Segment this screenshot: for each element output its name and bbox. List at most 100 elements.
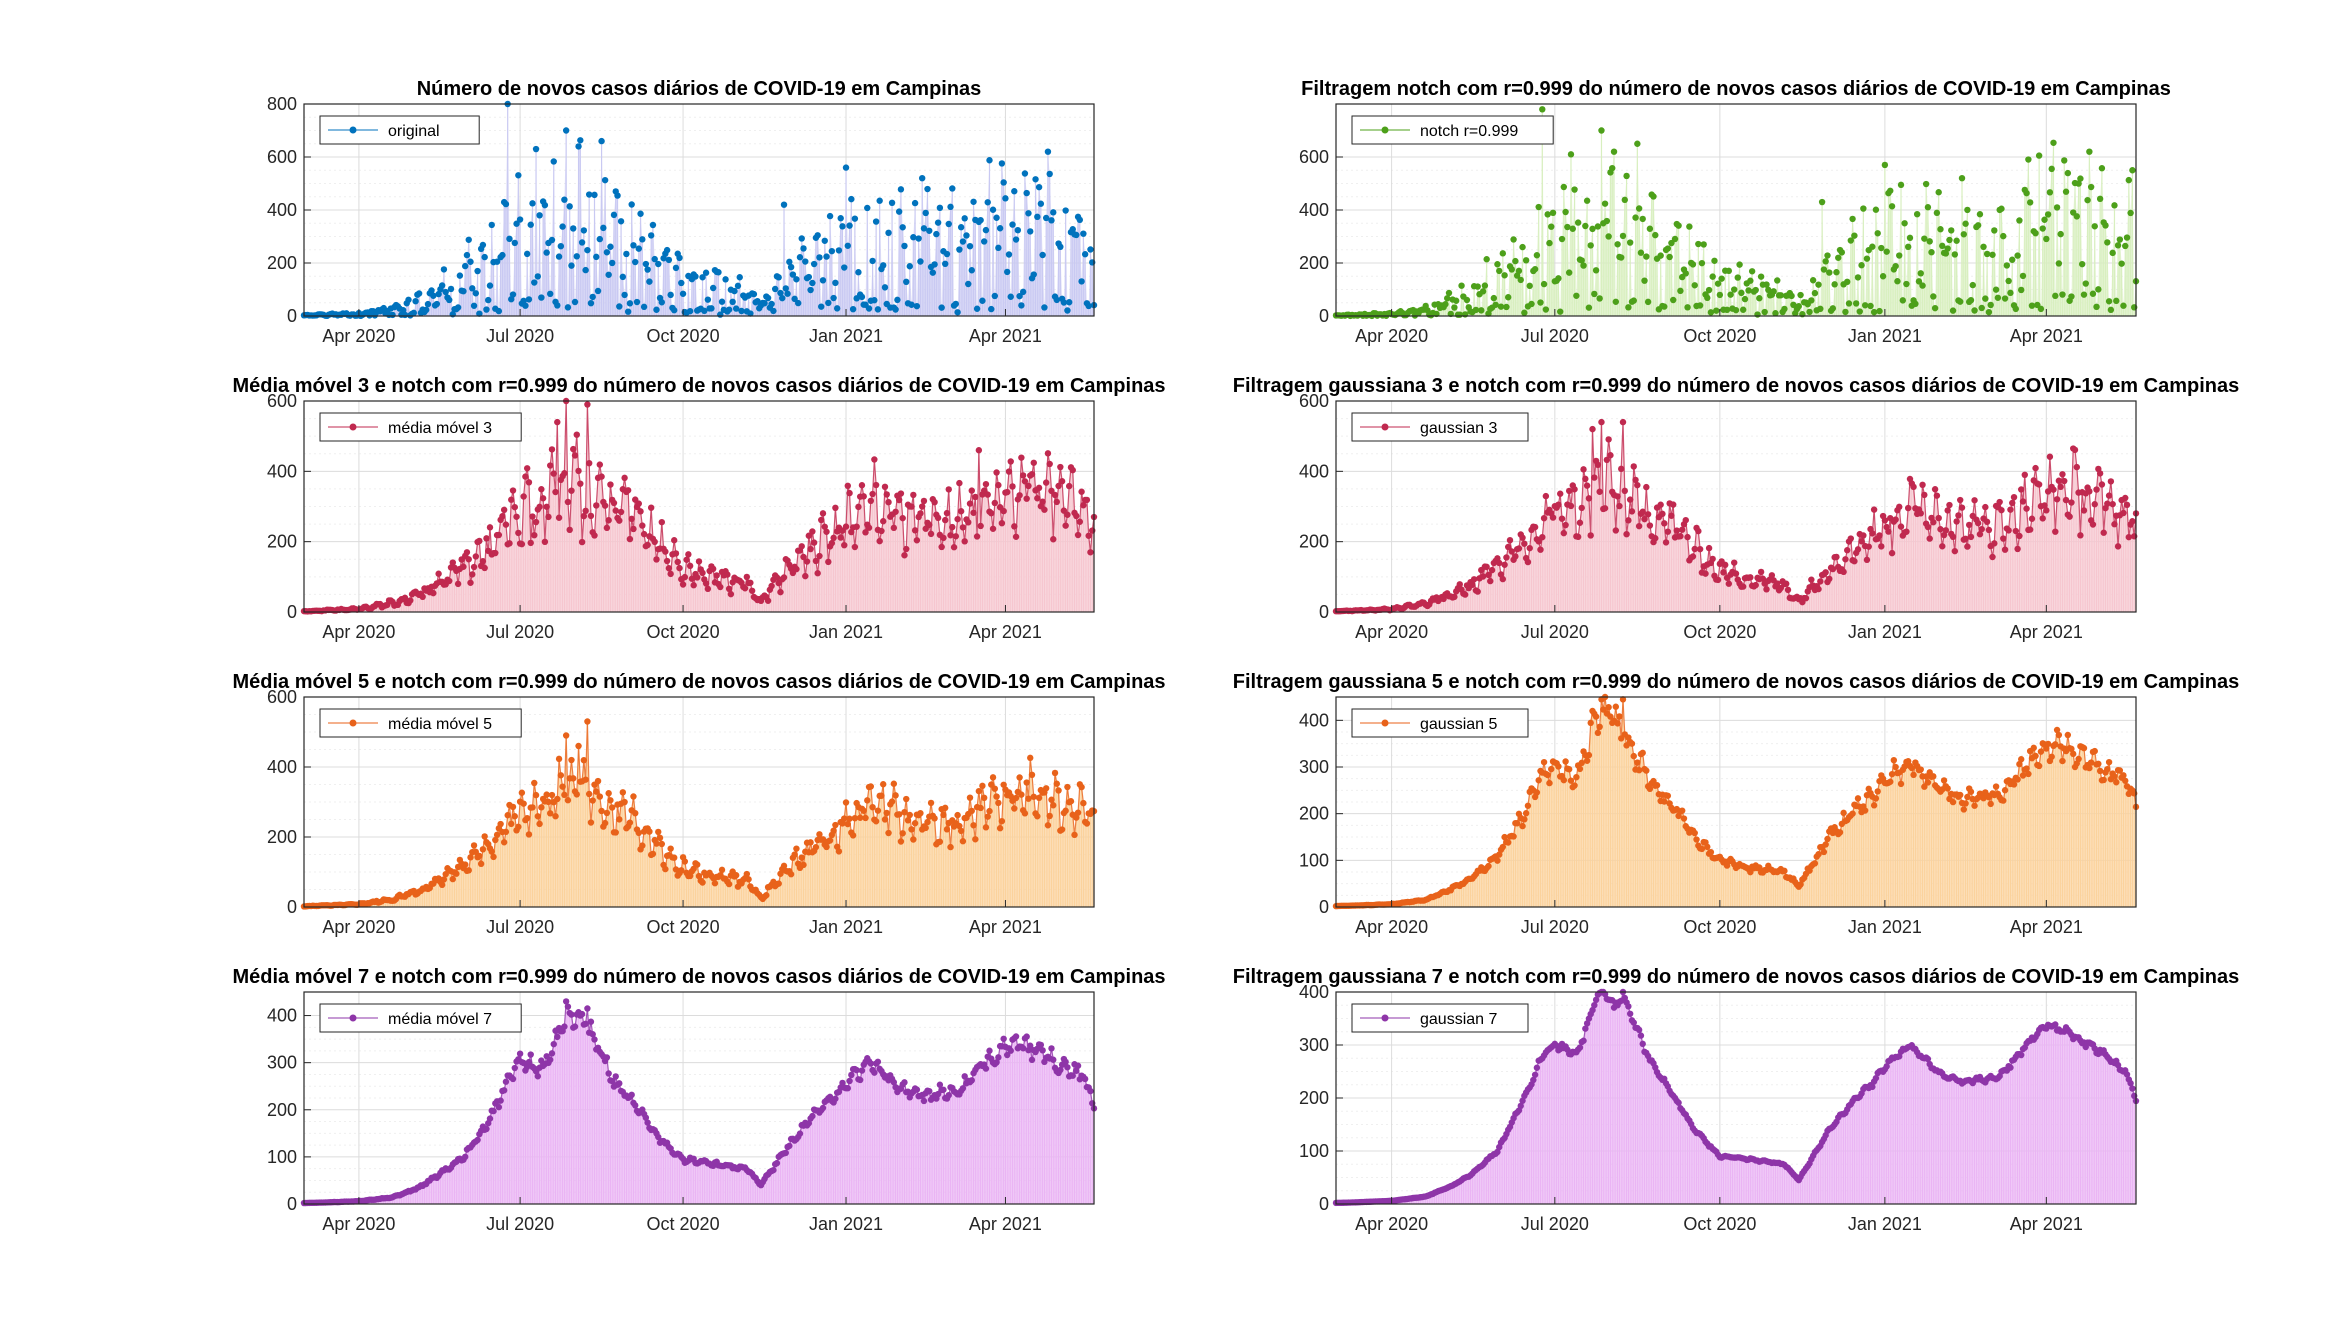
x-tick-label: Apr 2021 — [969, 917, 1042, 937]
data-point — [485, 296, 492, 304]
data-point — [851, 543, 859, 551]
data-point — [911, 527, 919, 534]
data-point — [2052, 292, 2059, 300]
data-point — [869, 803, 876, 811]
data-point — [993, 793, 1000, 800]
data-point — [2077, 175, 2084, 182]
data-point — [500, 839, 508, 846]
data-point — [649, 221, 657, 229]
data-point — [488, 848, 495, 855]
data-point — [562, 732, 570, 739]
data-point — [1560, 529, 1568, 537]
data-point — [1879, 273, 1887, 280]
data-point — [543, 249, 550, 256]
data-point — [1641, 515, 1648, 523]
data-point — [1461, 591, 1469, 598]
data-point — [1044, 450, 1052, 457]
data-point — [1756, 295, 1763, 302]
data-point — [1028, 470, 1036, 478]
data-point — [996, 825, 1004, 832]
data-point — [1025, 210, 1032, 217]
data-point — [1815, 585, 1822, 593]
data-point — [2043, 507, 2050, 514]
data-point — [1012, 794, 1020, 802]
data-point — [1696, 302, 1704, 309]
data-point — [832, 504, 839, 512]
data-point — [1034, 213, 1041, 221]
data-point — [536, 820, 543, 828]
data-point — [825, 558, 832, 566]
data-point — [1587, 532, 1594, 539]
data-point — [1820, 266, 1828, 273]
data-point — [1937, 526, 1944, 533]
data-point — [1696, 545, 1704, 553]
data-point — [1718, 275, 1725, 282]
data-point — [844, 820, 851, 828]
data-point — [1483, 256, 1490, 263]
data-point — [614, 192, 621, 199]
data-point — [1872, 206, 1880, 213]
y-tick-label: 800 — [267, 94, 297, 114]
data-point — [2014, 545, 2021, 553]
data-point — [926, 521, 933, 529]
data-point — [593, 788, 600, 795]
data-point — [1736, 261, 1743, 268]
data-point — [910, 491, 917, 499]
data-point — [1985, 308, 1993, 316]
data-point — [800, 861, 807, 869]
data-point — [860, 807, 867, 814]
data-point — [1998, 506, 2005, 514]
data-point — [1005, 468, 1013, 475]
data-point — [816, 552, 823, 560]
data-point — [1021, 478, 1029, 485]
data-point — [1583, 197, 1591, 204]
data-point — [2114, 543, 2122, 550]
data-point — [1632, 476, 1639, 484]
data-point — [454, 580, 462, 588]
data-point — [557, 772, 565, 779]
data-point — [1479, 288, 1487, 295]
data-point — [1953, 237, 1960, 244]
data-point — [467, 854, 474, 861]
data-point — [1612, 298, 1620, 305]
data-point — [1714, 576, 1722, 584]
data-point — [1704, 294, 1711, 302]
data-point — [1912, 300, 1919, 308]
data-point — [1987, 301, 1994, 309]
data-point — [476, 852, 483, 860]
data-point — [949, 185, 956, 192]
data-point — [2005, 527, 2012, 534]
y-tick-label: 400 — [267, 757, 297, 777]
data-point — [1596, 488, 1603, 495]
data-point — [1732, 306, 1740, 314]
data-point — [1635, 522, 1643, 530]
data-point — [1540, 280, 1548, 288]
data-point — [1931, 486, 1939, 493]
data-point — [862, 529, 869, 536]
data-point — [577, 137, 584, 144]
data-point — [1594, 223, 1602, 230]
data-point — [1808, 576, 1815, 583]
data-point — [931, 498, 938, 506]
data-point — [1479, 573, 1487, 580]
data-point — [582, 507, 589, 515]
data-point — [771, 285, 779, 293]
data-point — [502, 828, 510, 836]
data-point — [1027, 228, 1034, 235]
data-point — [890, 780, 898, 787]
data-point — [968, 487, 975, 494]
data-point — [729, 298, 736, 306]
data-point — [1461, 311, 1469, 318]
data-point — [2057, 483, 2064, 491]
data-point — [511, 239, 518, 247]
data-point — [1919, 282, 1926, 289]
data-point — [968, 807, 975, 815]
data-point — [775, 274, 782, 281]
data-point — [453, 870, 460, 877]
data-point — [1989, 251, 1996, 258]
data-point — [1684, 304, 1691, 311]
data-point — [1939, 543, 1946, 550]
data-point — [1000, 507, 1007, 515]
data-point — [1034, 495, 1041, 502]
data-point — [1589, 225, 1596, 233]
